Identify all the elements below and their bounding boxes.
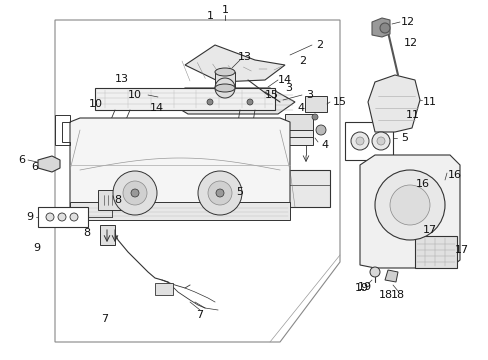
Text: 12: 12	[403, 38, 417, 48]
Text: 18: 18	[390, 290, 404, 300]
Bar	[38, 207, 88, 227]
Text: 7: 7	[196, 310, 203, 320]
Text: 19: 19	[354, 283, 368, 293]
Polygon shape	[70, 202, 289, 220]
Text: 10: 10	[128, 90, 142, 100]
Circle shape	[371, 132, 389, 150]
Polygon shape	[359, 155, 459, 268]
Ellipse shape	[215, 84, 235, 92]
Text: 19: 19	[357, 282, 371, 292]
Circle shape	[311, 114, 317, 120]
Ellipse shape	[215, 68, 235, 76]
Text: 18: 18	[379, 290, 392, 300]
Polygon shape	[70, 118, 289, 220]
Bar	[345, 122, 392, 160]
Text: 14: 14	[149, 103, 163, 113]
Circle shape	[206, 99, 213, 105]
Text: 8: 8	[83, 228, 90, 238]
Circle shape	[207, 181, 231, 205]
Text: 4: 4	[297, 103, 304, 113]
Text: 5: 5	[401, 133, 407, 143]
Bar	[414, 236, 456, 268]
Text: 6: 6	[19, 155, 25, 165]
Circle shape	[198, 171, 242, 215]
Circle shape	[315, 125, 325, 135]
Bar	[215, 72, 235, 88]
Text: 7: 7	[102, 314, 108, 324]
Text: 2: 2	[299, 56, 306, 66]
Bar	[285, 114, 312, 132]
Text: 16: 16	[447, 170, 461, 180]
Text: 4: 4	[321, 140, 328, 150]
Text: 8: 8	[114, 195, 122, 205]
Text: 2: 2	[316, 40, 323, 50]
Circle shape	[376, 137, 384, 145]
Circle shape	[113, 171, 157, 215]
Polygon shape	[184, 45, 285, 82]
Polygon shape	[95, 88, 274, 110]
Circle shape	[369, 267, 379, 277]
Text: 13: 13	[238, 52, 251, 62]
Text: 16: 16	[415, 179, 429, 189]
Circle shape	[131, 189, 139, 197]
Circle shape	[355, 137, 363, 145]
Text: 9: 9	[33, 243, 40, 253]
Text: 11: 11	[406, 110, 419, 120]
Text: 15: 15	[264, 90, 278, 100]
Circle shape	[70, 213, 78, 221]
Circle shape	[389, 185, 429, 225]
Text: 12: 12	[400, 17, 414, 27]
Circle shape	[379, 23, 389, 33]
Text: 9: 9	[26, 212, 34, 222]
Bar	[305, 96, 326, 112]
Polygon shape	[168, 88, 294, 114]
Text: 14: 14	[277, 75, 291, 85]
Text: 17: 17	[423, 225, 436, 235]
Text: 13: 13	[115, 74, 129, 84]
Circle shape	[215, 78, 235, 98]
Text: 1: 1	[206, 11, 213, 21]
Text: 11: 11	[422, 97, 436, 107]
Polygon shape	[371, 18, 389, 37]
Bar	[98, 190, 126, 210]
Circle shape	[123, 181, 147, 205]
Text: 15: 15	[332, 97, 346, 107]
Text: 3: 3	[285, 83, 291, 93]
Polygon shape	[282, 170, 329, 207]
Text: 17: 17	[454, 245, 468, 255]
Polygon shape	[367, 75, 419, 132]
Text: 6: 6	[32, 162, 39, 172]
Text: 10: 10	[88, 99, 102, 109]
Bar	[285, 137, 312, 145]
Text: 3: 3	[306, 90, 313, 100]
Polygon shape	[384, 270, 397, 282]
Bar	[155, 283, 173, 295]
Circle shape	[216, 189, 224, 197]
Bar	[285, 130, 312, 138]
Polygon shape	[38, 156, 60, 172]
Circle shape	[46, 213, 54, 221]
Text: 1: 1	[221, 5, 228, 15]
Circle shape	[58, 213, 66, 221]
Circle shape	[246, 99, 252, 105]
Circle shape	[374, 170, 444, 240]
Bar	[100, 225, 115, 245]
Text: 5: 5	[236, 186, 243, 197]
Circle shape	[350, 132, 368, 150]
